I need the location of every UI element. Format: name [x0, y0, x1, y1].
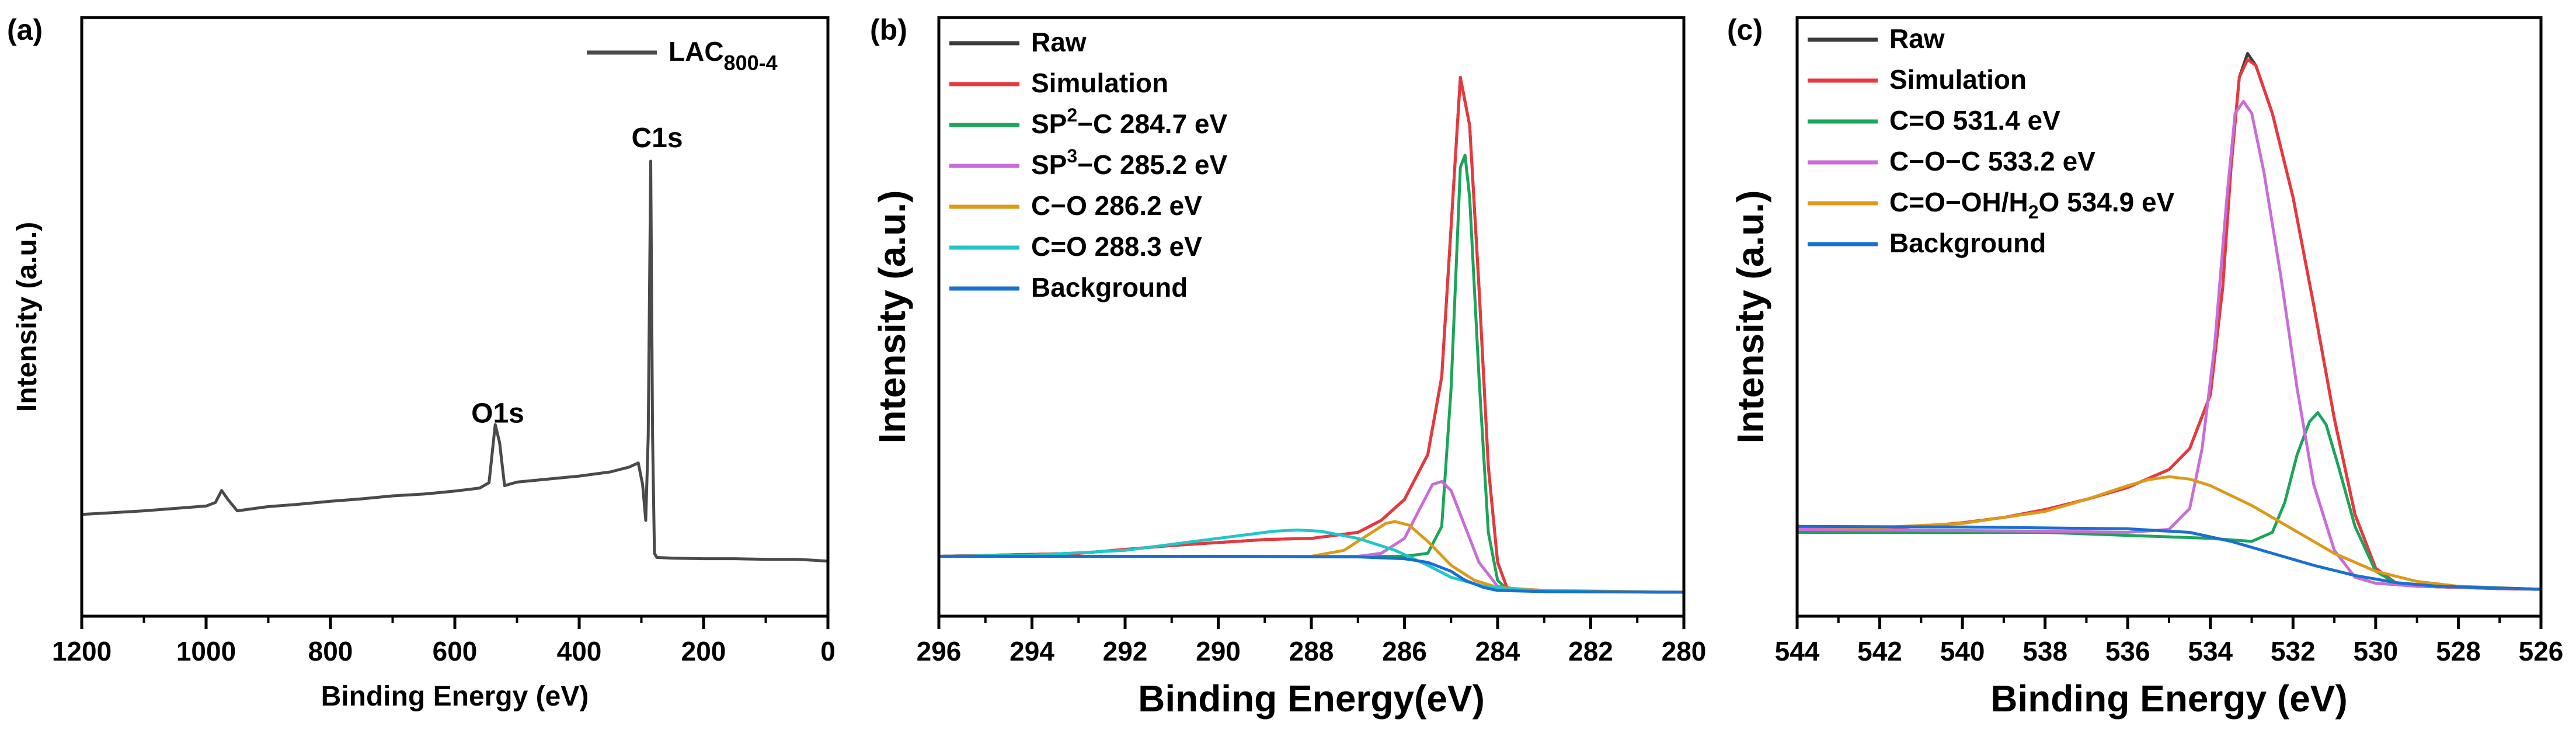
- x-tick-label: 800: [308, 636, 353, 666]
- legend: LAC800-4: [587, 36, 778, 75]
- series-line-c-o-531-4-ev: [1797, 411, 2542, 591]
- x-tick-label: 200: [681, 636, 726, 666]
- x-tick-label: 542: [1857, 636, 1902, 666]
- legend-entry: Simulation: [1889, 64, 2027, 95]
- x-tick-label: 280: [1662, 636, 1707, 666]
- panel-label: (c): [1727, 13, 1763, 46]
- y-axis-title: Intensity (a.u.): [12, 222, 43, 412]
- x-tick-label: 1000: [176, 636, 236, 666]
- peak-label: O1s: [471, 398, 524, 429]
- x-tick-label: 600: [433, 636, 478, 666]
- x-axis-title: Binding Energy (eV): [1990, 678, 2348, 720]
- series-line-c-o-288-3-ev: [938, 528, 1684, 594]
- chart-panel-b: (b) 296 294 292 290 288 286 284 282 280 Binding En…: [870, 13, 1706, 720]
- x-tick-label: 526: [2519, 636, 2564, 666]
- legend-entry: Background: [1031, 272, 1188, 303]
- legend-entry: C=O 531.4 eV: [1889, 105, 2060, 136]
- legend-entry: C−O−C 533.2 eV: [1889, 146, 2095, 176]
- legend-entry: C−O 286.2 eV: [1031, 190, 1202, 221]
- legend-entry: Simulation: [1031, 68, 1168, 98]
- series-line-sp3-c-285-2-ev: [939, 480, 1684, 594]
- legend-entry: Background: [1889, 228, 2046, 258]
- x-tick-label: 284: [1475, 636, 1520, 666]
- series-line-simulation: [938, 76, 1684, 594]
- legend-entry: SP2−C 284.7 eV: [1031, 105, 1228, 139]
- series-line-sp2-c-284-7-ev: [939, 154, 1684, 594]
- x-axis-title: Binding Energy(eV): [1138, 678, 1485, 720]
- series-line-background: [1797, 524, 2542, 591]
- x-tick-label: 282: [1568, 636, 1613, 666]
- y-axis-title: Intensity (a.u.): [871, 190, 913, 444]
- y-axis-title: Intensity (a.u.): [1729, 190, 1771, 444]
- legend-entry: LAC800-4: [669, 36, 778, 75]
- x-tick-label: 288: [1289, 636, 1334, 666]
- chart-panel-a: (a) 1200 1000 800 600 400 200 0 Binding Energy (…: [7, 13, 836, 712]
- x-tick-label: 294: [1009, 636, 1054, 666]
- x-tick-label: 292: [1103, 636, 1148, 666]
- plot-frame: [937, 16, 1686, 618]
- x-tick-label: 538: [2022, 636, 2067, 666]
- legend: Raw Simulation SP2−C 284.7 eV SP3−C 285.2 e…: [949, 27, 1228, 303]
- plot-frame: [80, 16, 830, 618]
- x-tick-label: 534: [2188, 636, 2233, 666]
- x-tick-label: 532: [2271, 636, 2316, 666]
- legend-entry: SP3−C 285.2 eV: [1031, 145, 1228, 180]
- peak-label: C1s: [632, 123, 683, 154]
- series-line-c-o-oh-h2o-534-9-ev: [1797, 475, 2542, 591]
- x-tick-label: 536: [2105, 636, 2150, 666]
- chart-panel-c: (c) 544 542 540 538 536 534 532 530 528 526 Binding…: [1727, 13, 2563, 720]
- x-tick-label: 540: [1940, 636, 1985, 666]
- x-tick-label: 544: [1775, 636, 1820, 666]
- series-line-background: [939, 555, 1684, 594]
- x-tick-label: 290: [1196, 636, 1241, 666]
- series-line-c-o-c-533-2-ev: [1797, 100, 2542, 591]
- legend: Raw Simulation C=O 531.4 eV C−O−C 533.2 eV C…: [1808, 23, 2175, 258]
- x-tick-label: 0: [820, 636, 836, 666]
- x-tick-label: 400: [557, 636, 602, 666]
- legend-entry: C=O−OH/H2O 534.9 eV: [1889, 187, 2175, 223]
- panel-label: (a): [7, 13, 43, 46]
- x-axis-title: Binding Energy (eV): [321, 681, 589, 712]
- legend-entry: Raw: [1889, 23, 1945, 54]
- x-tick-label: 296: [917, 636, 962, 666]
- x-tick-label: 528: [2436, 636, 2481, 666]
- panel-label: (b): [870, 13, 907, 46]
- legend-entry: C=O 288.3 eV: [1031, 231, 1202, 262]
- series-line-simulation: [1797, 58, 2542, 591]
- legend-entry: Raw: [1031, 27, 1087, 57]
- x-tick-label: 1200: [52, 636, 112, 666]
- x-tick-label: 530: [2354, 636, 2399, 666]
- x-tick-label: 286: [1382, 636, 1427, 666]
- series-line-lac800-4: [81, 159, 829, 563]
